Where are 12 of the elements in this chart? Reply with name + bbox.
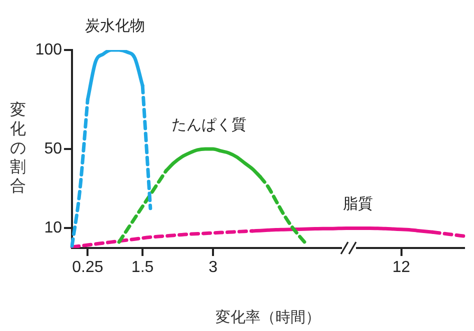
x-axis-title: 変化率（時間） <box>216 309 320 326</box>
y-axis-title: 変化の割合 <box>9 100 27 195</box>
y-tick-label: 100 <box>35 41 62 58</box>
series-label: たんぱく質 <box>172 115 247 134</box>
x-tick-label: 0.25 <box>72 259 104 276</box>
y-tick-label: 10 <box>44 220 62 237</box>
x-tick-label: 12 <box>392 259 410 276</box>
x-tick-label: 3 <box>208 259 218 276</box>
y-tick-label: 50 <box>44 140 62 158</box>
series-label: 脂質 <box>343 194 374 213</box>
x-tick-label: 1.5 <box>131 259 154 276</box>
series-label: 炭水化物 <box>85 16 146 34</box>
